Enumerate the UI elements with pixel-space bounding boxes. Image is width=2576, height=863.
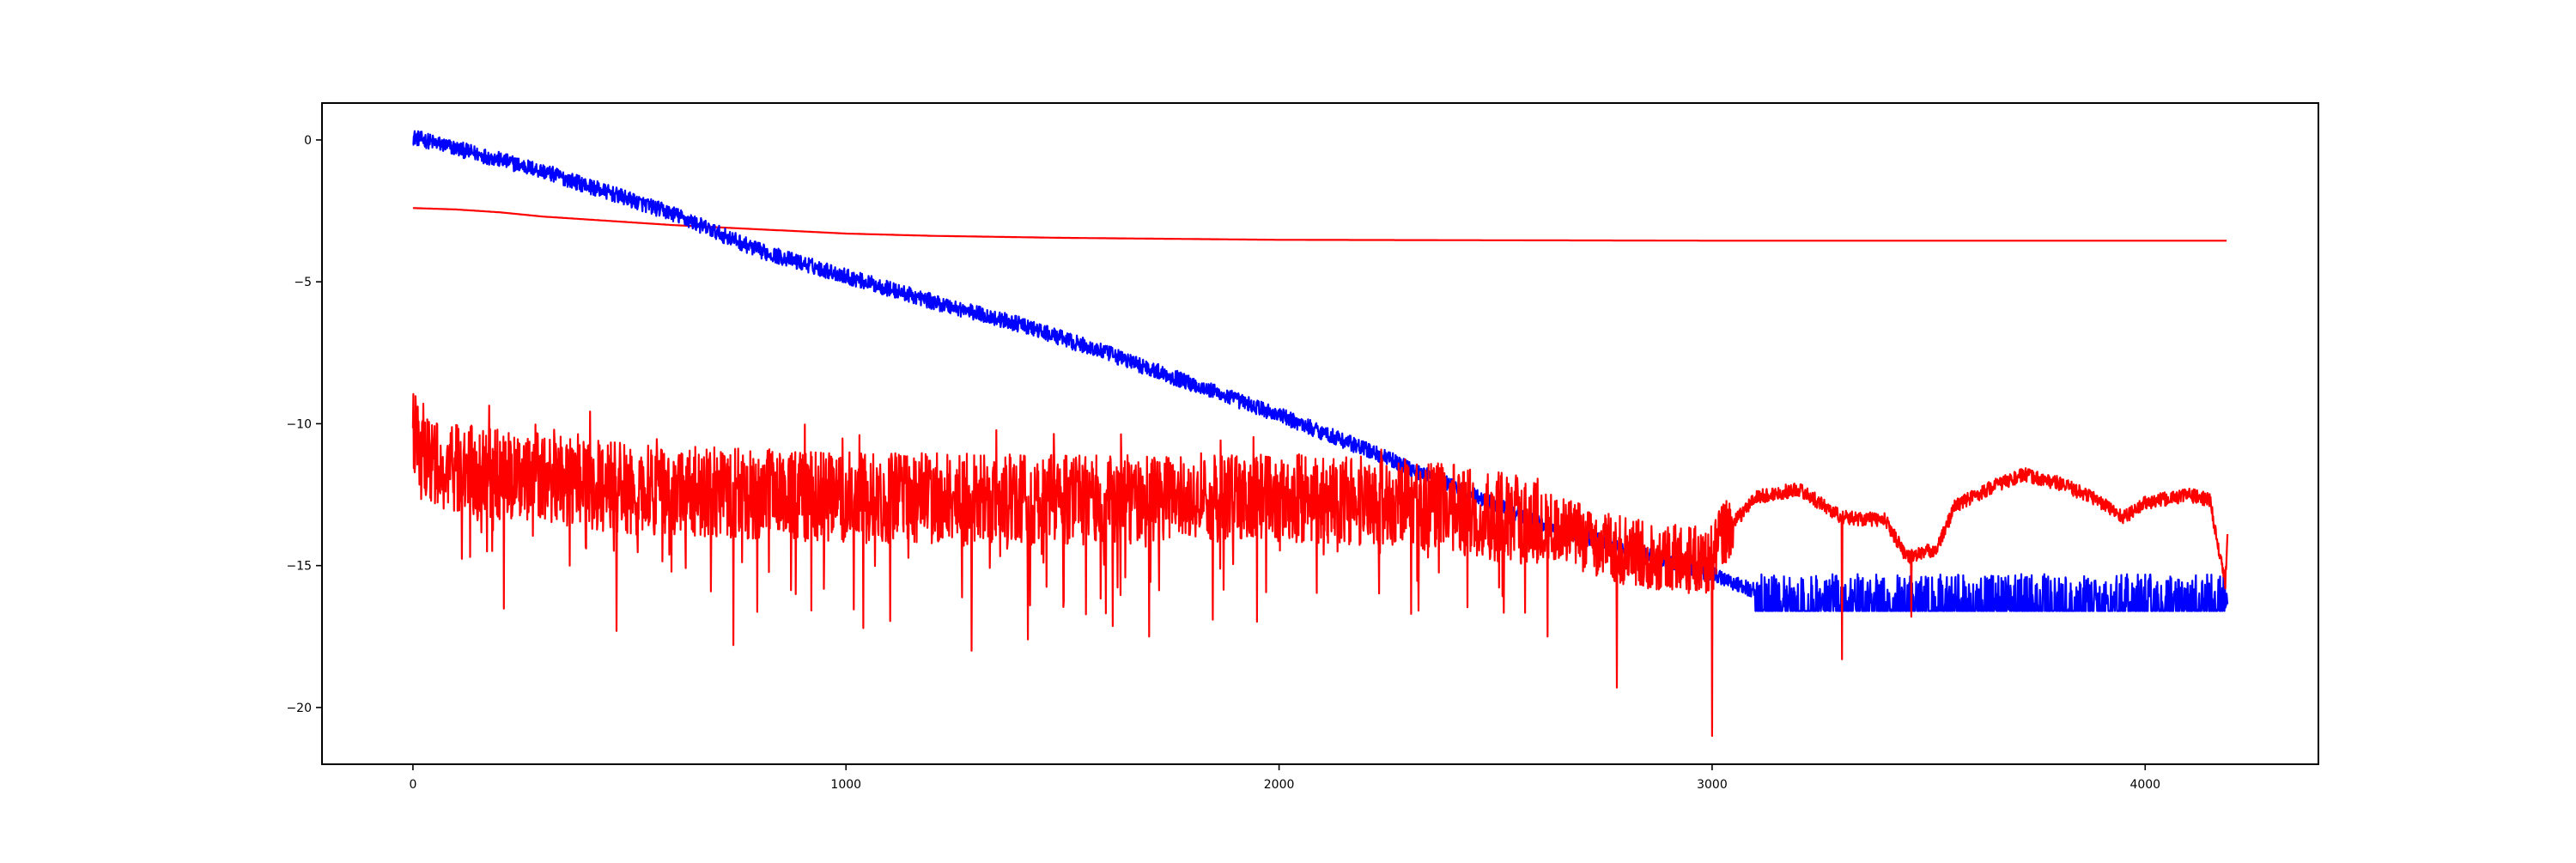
plot-area-frame <box>321 102 2319 765</box>
x-tick-label: 3000 <box>1697 778 1728 792</box>
y-tick-label: −10 <box>286 417 312 431</box>
y-tick-label: −5 <box>294 276 312 289</box>
x-tick-label: 2000 <box>1264 778 1295 792</box>
y-tick-label: −15 <box>286 560 312 574</box>
x-axis: 0 1000 2000 3000 4000 <box>409 764 2160 792</box>
x-tick-label: 0 <box>409 778 416 792</box>
series-line-2 <box>412 130 2229 612</box>
y-tick-label: 0 <box>304 134 312 148</box>
x-tick-label: 4000 <box>2129 778 2160 792</box>
y-tick-label: −20 <box>286 702 312 715</box>
y-axis: 0 −5 −10 −15 −20 <box>286 134 322 715</box>
series-line-3 <box>411 392 2229 738</box>
x-tick-label: 1000 <box>830 778 861 792</box>
